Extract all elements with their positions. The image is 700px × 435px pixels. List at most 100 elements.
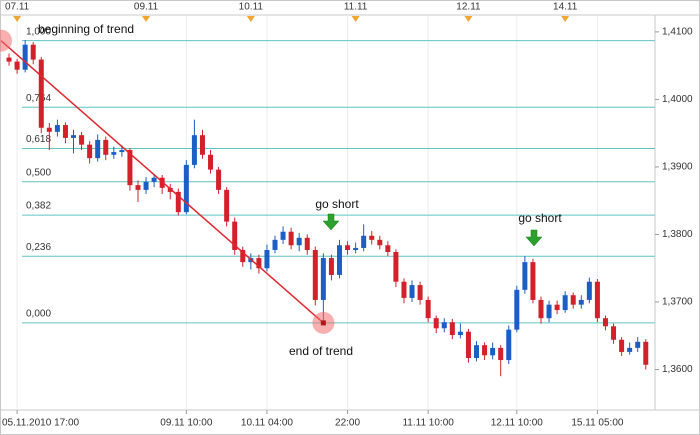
candle-body bbox=[151, 177, 157, 182]
candle-body bbox=[578, 299, 584, 305]
candle-body bbox=[232, 221, 238, 250]
candle-body bbox=[143, 181, 149, 190]
candle-body bbox=[465, 331, 471, 359]
top-tick-label: 07.11 bbox=[5, 2, 30, 13]
candle-body bbox=[594, 281, 600, 319]
candle-body bbox=[538, 299, 544, 319]
candle-body bbox=[562, 295, 568, 311]
candle-body bbox=[46, 127, 52, 132]
top-tick-label: 14.11 bbox=[553, 2, 578, 13]
candle-body bbox=[256, 258, 262, 269]
candle-body bbox=[401, 281, 407, 298]
top-tick-label: 10.11 bbox=[239, 2, 264, 13]
candle-body bbox=[393, 252, 399, 282]
event-marker bbox=[142, 16, 151, 22]
annotation: go short bbox=[518, 211, 562, 225]
candle-body bbox=[345, 245, 351, 250]
candle-body bbox=[353, 247, 359, 250]
top-tick-label: 11.11 bbox=[344, 2, 368, 13]
candle-body bbox=[127, 150, 133, 186]
candle-body bbox=[62, 125, 68, 138]
short-arrow bbox=[322, 213, 340, 231]
event-marker bbox=[561, 16, 570, 22]
annotation: go short bbox=[315, 197, 359, 211]
candle-body bbox=[530, 262, 536, 300]
candle-body bbox=[95, 139, 101, 159]
candle-body bbox=[183, 164, 189, 213]
candle-body bbox=[135, 185, 141, 190]
candle-body bbox=[167, 187, 173, 192]
y-tick-label: 1,4000 bbox=[662, 94, 693, 105]
event-marker bbox=[13, 16, 22, 22]
event-marker bbox=[246, 16, 255, 22]
candle-body bbox=[14, 61, 20, 70]
candle-body bbox=[554, 304, 560, 311]
top-tick-label: 12.11 bbox=[456, 2, 481, 13]
candle-body bbox=[546, 304, 552, 319]
annotation: beginning of trend bbox=[38, 22, 134, 36]
fib-level-label: 1,000 bbox=[26, 26, 51, 37]
candle-body bbox=[224, 189, 230, 222]
candle-body bbox=[199, 135, 205, 155]
candle-body bbox=[433, 318, 439, 329]
candle-body bbox=[240, 249, 246, 263]
candle-body bbox=[506, 329, 512, 361]
candle-body bbox=[627, 347, 633, 352]
candle-body bbox=[619, 339, 625, 352]
fib-level-label: 0,236 bbox=[26, 242, 51, 253]
candle-body bbox=[103, 139, 109, 155]
candle-body bbox=[474, 345, 480, 359]
top-tick-label: 09.11 bbox=[134, 2, 159, 13]
candle-body bbox=[38, 59, 44, 128]
candle-body bbox=[119, 150, 125, 153]
x-tick-label: 05.11.2010 17:00 bbox=[2, 418, 80, 429]
fib-level-label: 0,382 bbox=[26, 201, 51, 212]
event-marker bbox=[351, 16, 360, 22]
candle-body bbox=[288, 231, 294, 246]
y-tick-label: 1,3600 bbox=[662, 364, 693, 375]
candle-body bbox=[264, 249, 270, 269]
candle-body bbox=[490, 347, 496, 356]
event-marker bbox=[464, 16, 473, 22]
candle-body bbox=[570, 295, 576, 305]
candle-body bbox=[54, 125, 60, 132]
trend-end-dot bbox=[320, 320, 326, 326]
candle-body bbox=[191, 135, 197, 165]
candle-body bbox=[312, 249, 318, 300]
candle-body bbox=[385, 245, 391, 252]
candle-body bbox=[336, 245, 342, 275]
candle-body bbox=[377, 239, 383, 246]
candle-body bbox=[30, 44, 36, 60]
y-tick-label: 1,3700 bbox=[662, 297, 693, 308]
candle-body bbox=[586, 281, 592, 300]
candle-body bbox=[361, 235, 367, 248]
candle-body bbox=[208, 154, 214, 170]
candle-body bbox=[6, 57, 12, 62]
candle-body bbox=[522, 262, 528, 290]
y-tick-label: 1,3800 bbox=[662, 229, 693, 240]
short-arrow bbox=[525, 229, 543, 247]
candle-body bbox=[425, 299, 431, 319]
x-tick-label: 22:00 bbox=[335, 418, 360, 429]
y-tick-label: 1,4100 bbox=[662, 27, 693, 38]
candle-body bbox=[320, 258, 326, 300]
candle-body bbox=[304, 237, 310, 250]
candle-body bbox=[449, 322, 455, 336]
candle-body bbox=[296, 237, 302, 246]
fib-level-label: 0,500 bbox=[26, 167, 51, 178]
fib-level-label: 0,618 bbox=[26, 134, 51, 145]
fib-level-label: 0,000 bbox=[26, 309, 51, 320]
candle-body bbox=[111, 152, 117, 155]
y-tick-label: 1,3900 bbox=[662, 162, 693, 173]
trend-start bbox=[0, 29, 12, 52]
x-tick-label: 15.11 05:00 bbox=[571, 418, 624, 429]
candle-body bbox=[71, 135, 77, 138]
x-tick-label: 10.11 04:00 bbox=[241, 418, 294, 429]
candle-body bbox=[611, 326, 617, 340]
candle-body bbox=[417, 285, 423, 300]
candle-body bbox=[643, 341, 649, 365]
candle-body bbox=[409, 285, 415, 298]
candle-body bbox=[272, 239, 278, 250]
fib-level-label: 0,764 bbox=[26, 93, 51, 104]
